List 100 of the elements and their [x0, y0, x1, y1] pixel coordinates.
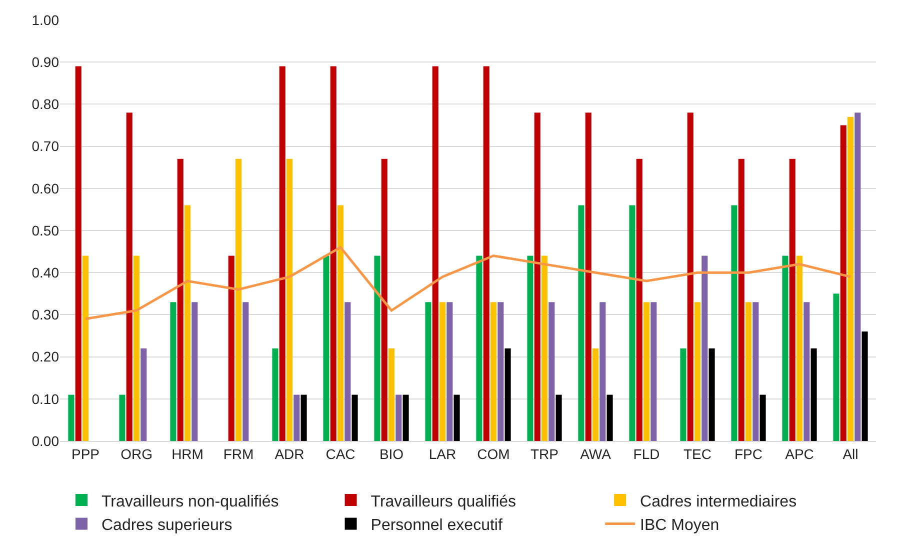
bar	[629, 205, 636, 441]
x-tick-label: FRM	[223, 446, 254, 462]
legend-label: Travailleurs non-qualifiés	[102, 493, 279, 510]
bar	[650, 302, 657, 441]
legend-label: Cadres superieurs	[102, 517, 232, 534]
y-tick-label: 0.20	[32, 348, 60, 365]
bar	[228, 256, 234, 441]
y-tick-label: 0.70	[32, 138, 60, 154]
bar	[279, 66, 286, 441]
bar	[454, 394, 460, 441]
x-tick-label: BIO	[379, 446, 404, 462]
bar	[235, 158, 242, 441]
bar	[745, 302, 752, 441]
bar	[374, 256, 380, 441]
bar	[585, 112, 592, 441]
bar	[352, 394, 358, 441]
bar	[242, 302, 249, 441]
bar	[731, 205, 738, 441]
line-series	[84, 246, 852, 320]
x-tick-label: AWA	[580, 446, 612, 462]
x-tick-label: APC	[785, 446, 814, 462]
bar	[752, 302, 759, 441]
bar	[396, 394, 402, 441]
y-tick-label: 0.30	[32, 306, 60, 323]
x-tick-label: CAC	[326, 446, 356, 462]
bar	[548, 302, 555, 441]
legend-label: Travailleurs qualifiés	[370, 493, 516, 510]
x-tick-label: LAR	[428, 446, 456, 462]
bar	[833, 294, 840, 441]
x-tick-label: COM	[477, 446, 510, 462]
bar	[344, 302, 351, 441]
bar	[592, 348, 599, 441]
bar	[854, 112, 861, 441]
bar	[680, 348, 686, 441]
bar	[119, 394, 126, 441]
legend-label: IBC Moyen	[640, 517, 720, 534]
bar	[578, 205, 584, 441]
bar	[600, 302, 606, 441]
bar	[126, 112, 132, 441]
bar	[402, 394, 409, 441]
bar	[534, 112, 540, 441]
bar	[760, 394, 766, 441]
bar	[643, 302, 650, 441]
bar	[323, 256, 330, 441]
bar	[490, 302, 497, 441]
bar	[337, 205, 344, 441]
bar	[862, 332, 868, 441]
x-tick-label: FLD	[633, 446, 660, 462]
bar	[789, 158, 796, 441]
x-tick-label: TRP	[530, 446, 558, 462]
bar	[68, 394, 74, 441]
y-tick-label: 0.00	[32, 432, 60, 449]
bar	[702, 256, 708, 441]
bar	[483, 66, 490, 441]
bar	[694, 302, 701, 441]
bar	[439, 302, 446, 441]
legend-label: Cadres intermediaires	[640, 493, 797, 510]
x-tick-label: All	[842, 446, 858, 462]
bar	[636, 158, 642, 441]
x-tick-label: TEC	[684, 446, 712, 462]
bar	[498, 302, 504, 441]
bar	[330, 66, 336, 441]
bar	[184, 205, 191, 441]
bar	[804, 302, 810, 441]
bar	[810, 348, 817, 441]
y-tick-label: 0.40	[32, 264, 60, 280]
x-tick-label: FPC	[734, 446, 762, 462]
x-tick-label: HRM	[172, 446, 204, 462]
bar	[388, 348, 395, 441]
bar	[294, 394, 300, 441]
x-tick-label: ORG	[120, 446, 152, 462]
x-tick-label: PPP	[71, 446, 100, 462]
bar	[177, 158, 184, 441]
bar	[504, 348, 511, 441]
bar	[133, 256, 140, 441]
bar	[476, 256, 482, 441]
bar	[432, 66, 438, 441]
bar	[75, 66, 82, 441]
bar	[425, 302, 432, 441]
y-tick-label: 0.60	[32, 180, 60, 196]
y-tick-label: 0.80	[32, 96, 60, 112]
bar	[272, 348, 278, 441]
y-tick-label: 0.10	[32, 390, 60, 407]
bar	[82, 256, 89, 441]
bar	[840, 125, 846, 441]
bar	[708, 348, 715, 441]
bar	[170, 302, 176, 441]
bar	[687, 112, 694, 441]
bar	[192, 302, 198, 441]
bar	[286, 158, 293, 441]
bar	[606, 394, 613, 441]
x-tick-label: ADR	[274, 446, 304, 462]
bar	[527, 256, 534, 441]
bar	[446, 302, 453, 441]
bar	[300, 394, 307, 441]
bar	[847, 116, 854, 441]
bar	[782, 256, 788, 441]
legend-label: Personnel executif	[370, 517, 503, 534]
bar	[541, 256, 548, 441]
bar	[556, 394, 562, 441]
